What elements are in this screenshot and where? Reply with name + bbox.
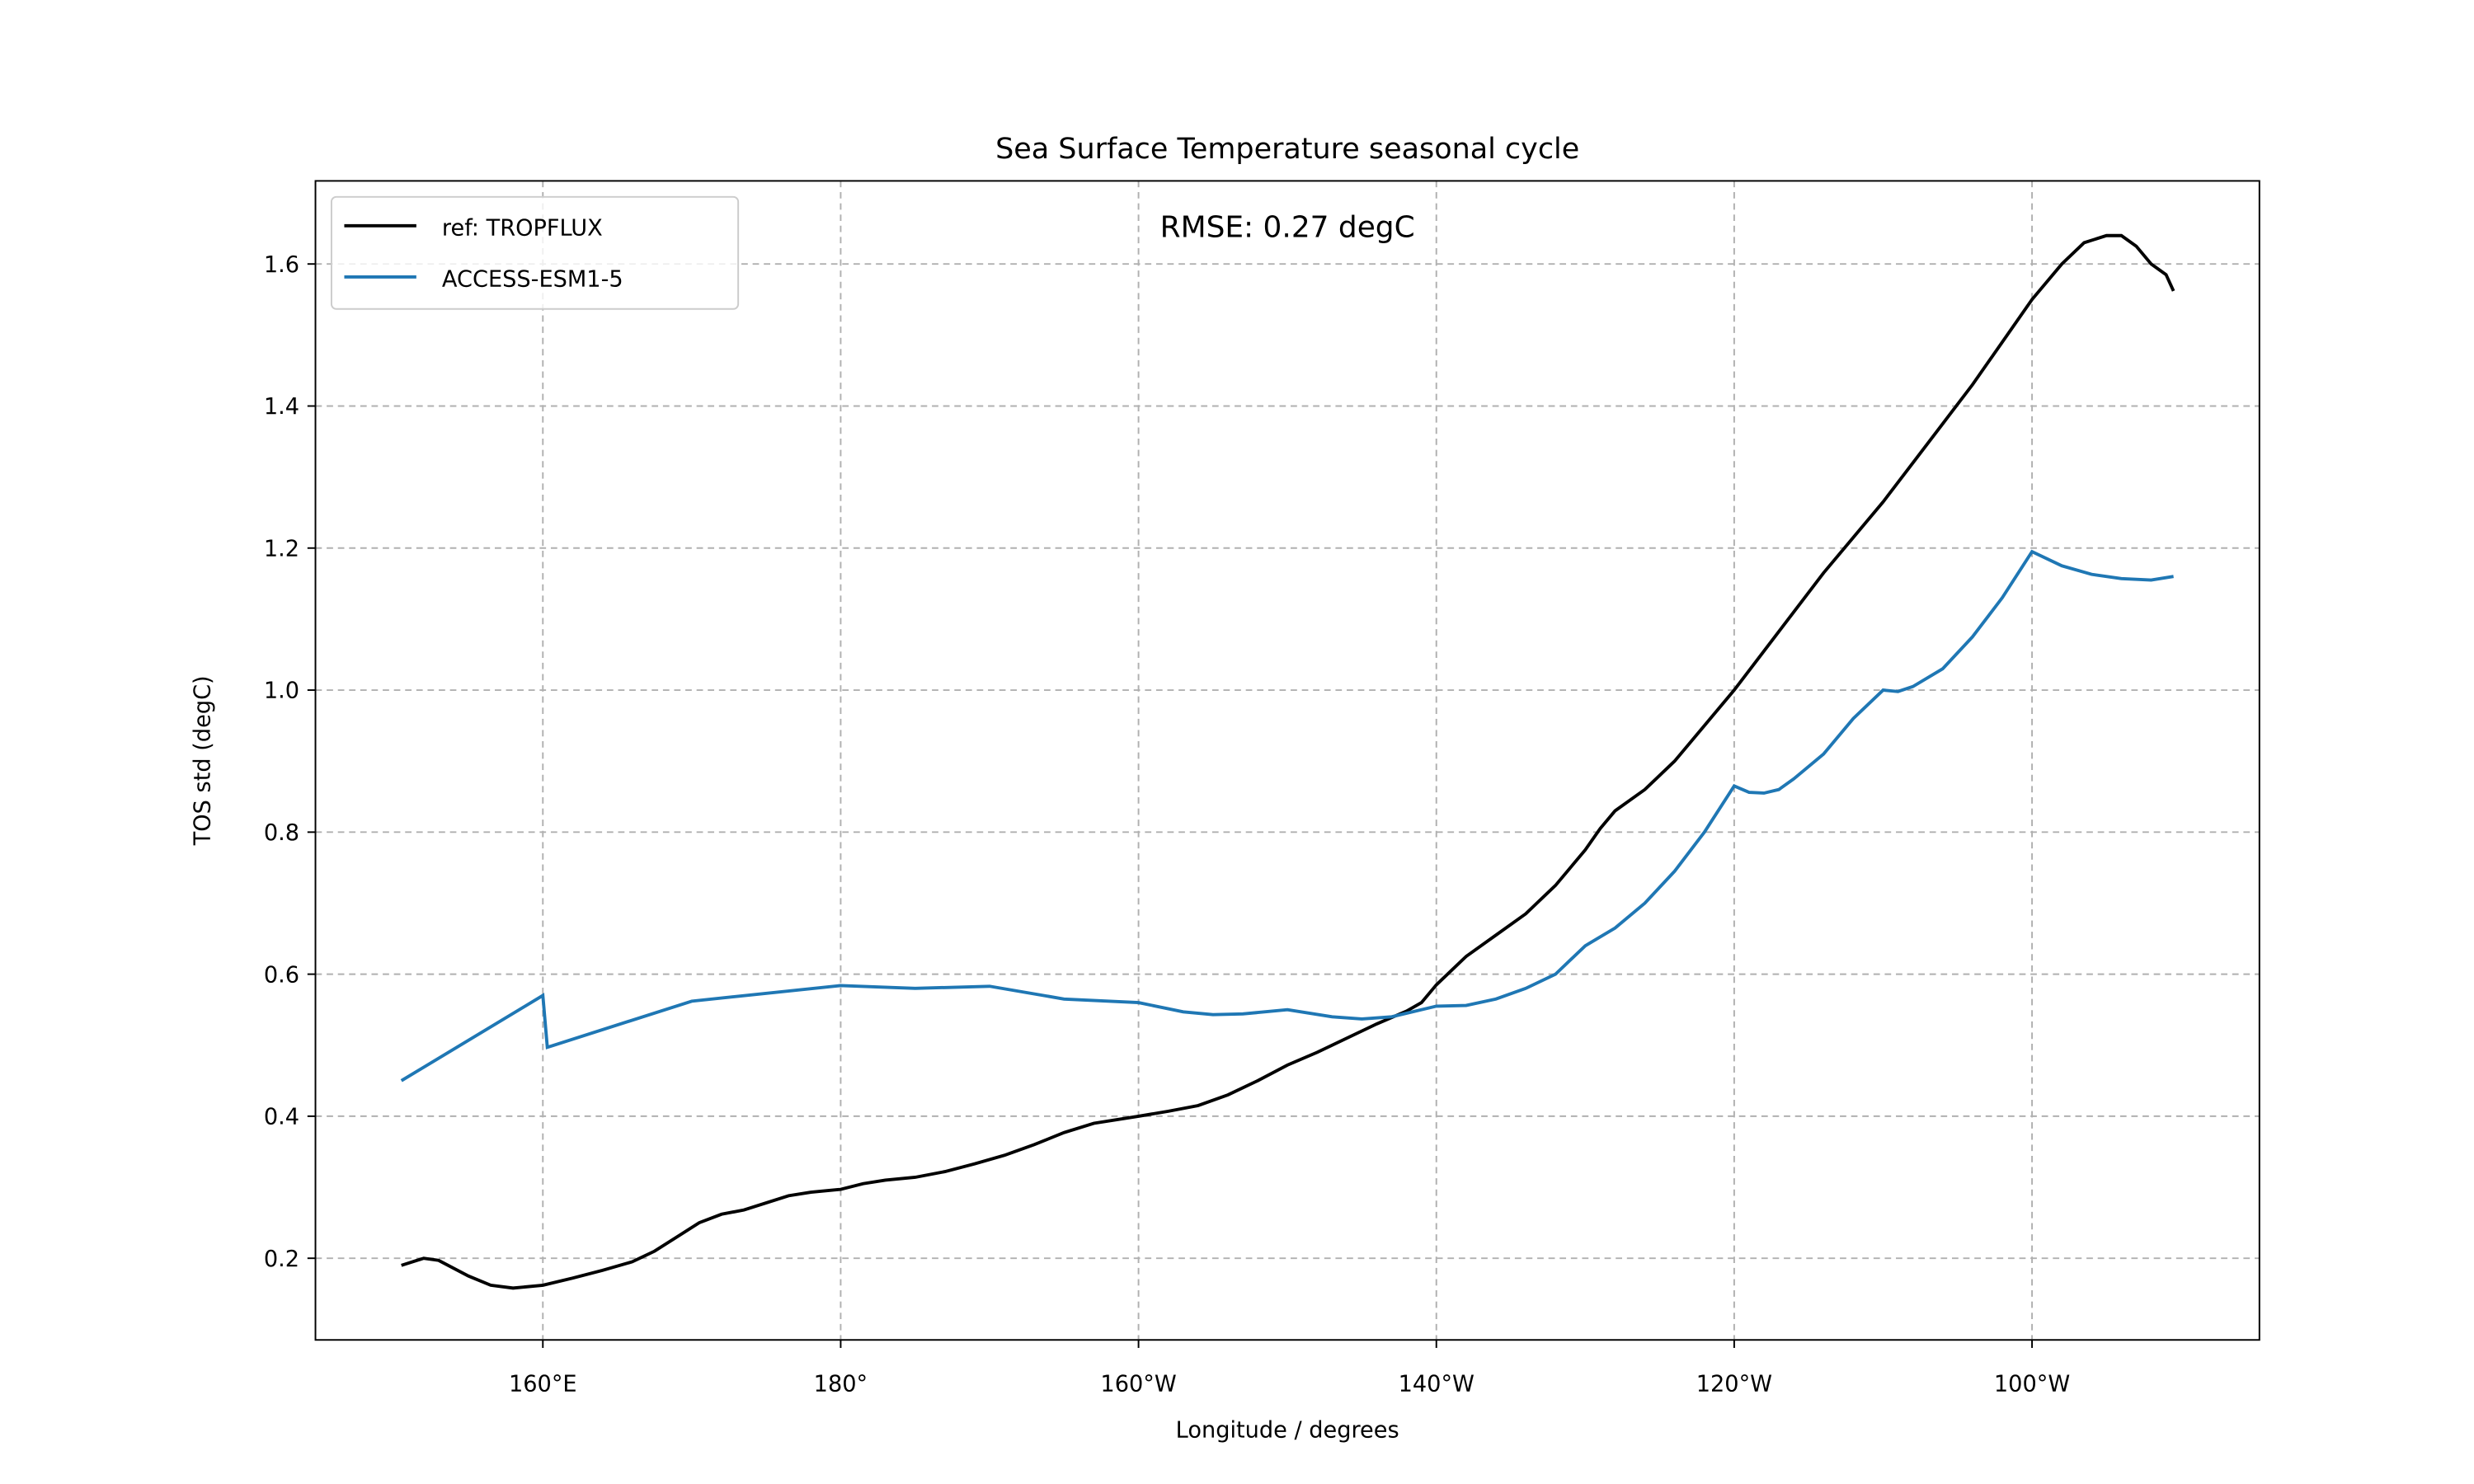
x-tick-label: 140°W [1399,1371,1475,1397]
plot-frame [314,180,2260,1341]
x-tick-label: 100°W [1994,1371,2070,1397]
x-axis-label: Longitude / degrees [1176,1418,1399,1444]
y-tick-label: 0.6 [264,962,299,988]
annotation: RMSE: 0.27 degC [1160,210,1415,244]
y-tick-label: 1.0 [264,679,299,704]
data-line [400,549,2174,1082]
y-tick-label: 0.4 [264,1105,299,1130]
y-tick-label: 0.8 [264,820,299,846]
data-line [401,233,2175,1290]
y-tick-label: 1.4 [264,394,299,420]
x-tick-label: 180° [814,1371,868,1397]
x-tick-label: 120°W [1696,1371,1772,1397]
legend-label: ref: TROPFLUX [442,215,603,241]
y-tick-label: 1.6 [264,252,299,278]
y-tick-label: 1.2 [264,536,299,561]
y-axis-label: TOS std (degC) [190,675,215,846]
legend-box [330,195,740,310]
x-tick-label: 160°E [509,1371,577,1397]
x-tick-label: 160°W [1100,1371,1176,1397]
y-tick-label: 0.2 [264,1247,299,1272]
chart-title: Sea Surface Temperature seasonal cycle [995,133,1579,166]
legend-label: ACCESS-ESM1-5 [442,267,623,293]
